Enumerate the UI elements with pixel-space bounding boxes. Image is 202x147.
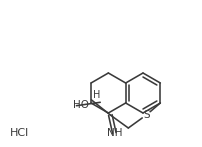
- Text: HCl: HCl: [10, 128, 29, 138]
- Text: H: H: [92, 90, 100, 100]
- Text: S: S: [142, 110, 149, 120]
- Text: HO: HO: [73, 100, 89, 110]
- Text: NH: NH: [106, 128, 121, 138]
